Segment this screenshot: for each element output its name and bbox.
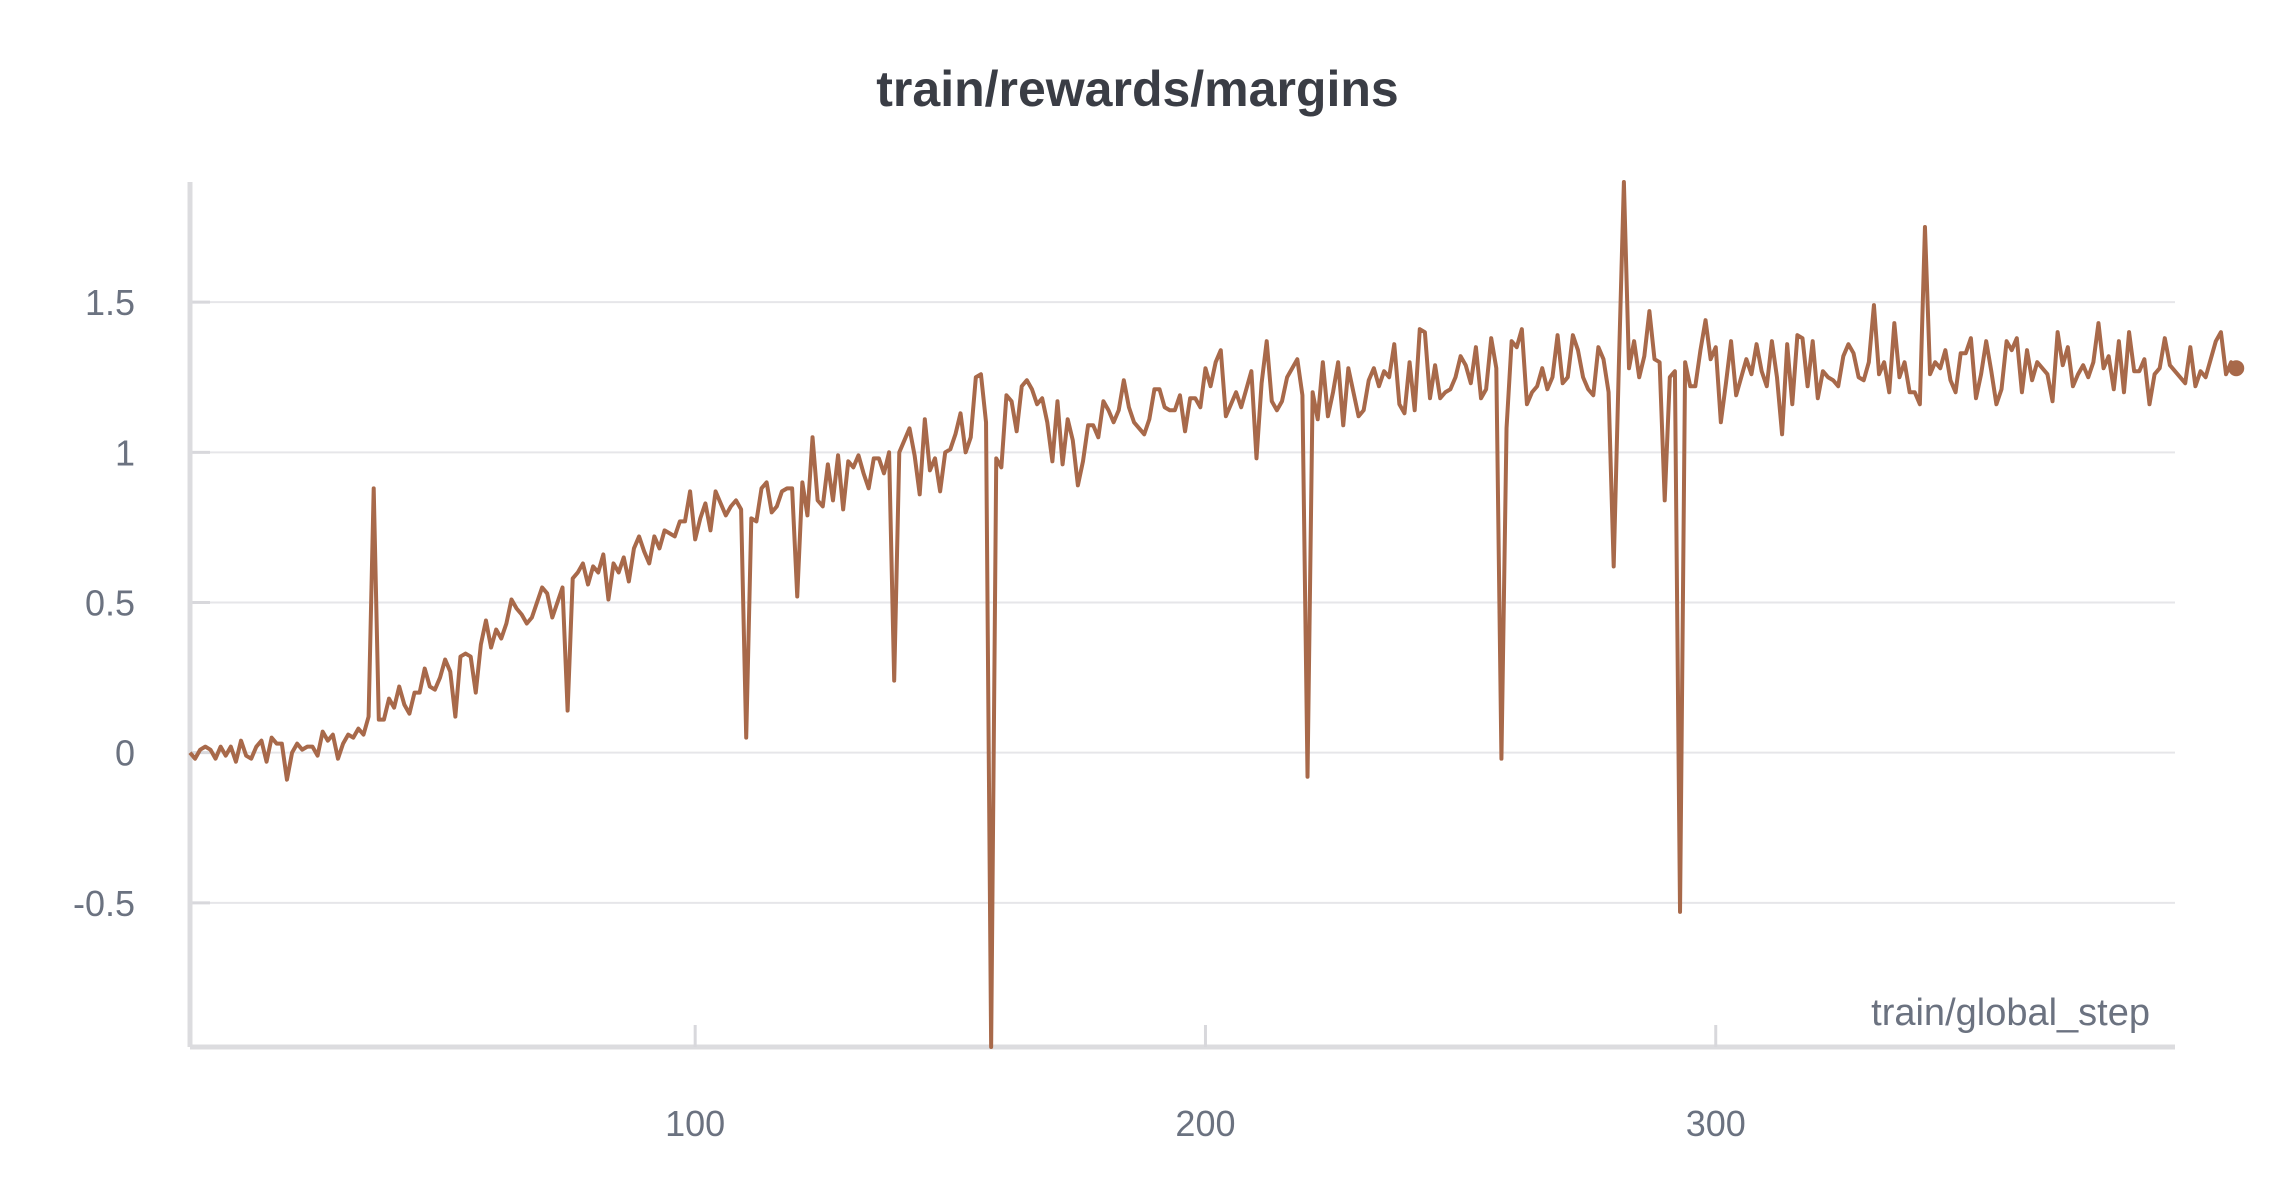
series-line <box>188 180 2238 1049</box>
series-end-point <box>2228 360 2245 377</box>
x-tick-label: 300 <box>1686 1103 1746 1144</box>
chart-title: train/rewards/margins <box>876 61 1399 117</box>
y-tick-label: 1 <box>115 432 135 473</box>
y-tick-label: 0.5 <box>85 582 135 623</box>
y-tick-label: 0 <box>115 733 135 774</box>
x-tick-label: 100 <box>665 1103 725 1144</box>
y-tick-label: 1.5 <box>85 282 135 323</box>
x-tick-label: 200 <box>1175 1103 1235 1144</box>
x-axis-label: train/global_step <box>1871 992 2150 1034</box>
y-tick-label: -0.5 <box>73 883 135 924</box>
